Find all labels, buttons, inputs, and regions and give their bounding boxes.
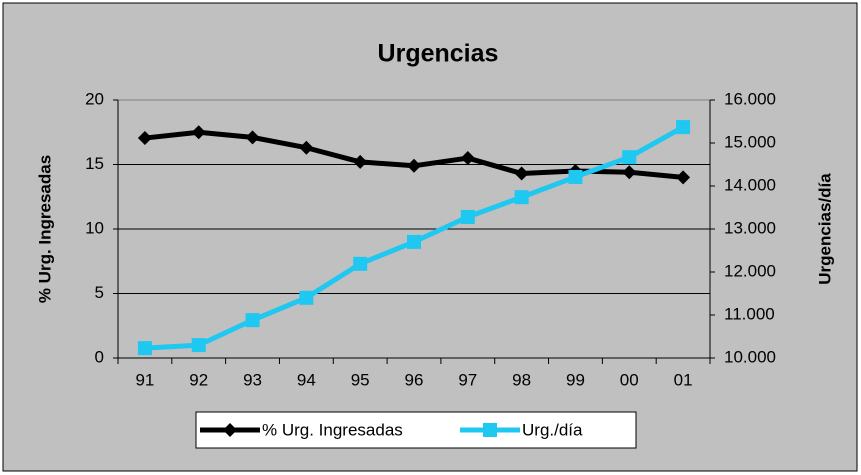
marker — [676, 170, 691, 185]
legend-label: Urg./día — [522, 420, 583, 439]
y2-tick-label: 11.000 — [724, 304, 775, 323]
marker — [245, 130, 260, 145]
marker — [622, 150, 637, 165]
x-tick-label: 92 — [189, 370, 208, 389]
marker — [407, 234, 421, 249]
chart-title: Urgencias — [378, 40, 499, 68]
y-tick-label: 15 — [85, 154, 104, 173]
marker — [137, 131, 152, 146]
marker — [191, 125, 206, 140]
marker — [299, 290, 314, 305]
y2-tick-label: 15.000 — [724, 132, 776, 151]
x-tick-label: 99 — [566, 370, 585, 389]
y-tick-label: 5 — [95, 283, 104, 302]
y-axis-label: % Urg. Ingresadas — [35, 155, 54, 303]
x-tick-label: 96 — [405, 370, 424, 389]
legend-label: % Urg. Ingresadas — [262, 420, 403, 439]
marker — [407, 158, 421, 173]
x-tick-label: 97 — [458, 370, 477, 389]
marker — [245, 313, 260, 328]
marker — [676, 120, 691, 135]
x-tick-label: 94 — [297, 370, 316, 389]
y2-tick-label: 14.000 — [724, 175, 776, 194]
legend — [195, 411, 637, 449]
marker — [460, 151, 475, 166]
x-tick-label: 95 — [351, 370, 370, 389]
y2-tick-label: 13.000 — [724, 218, 776, 237]
y-tick-label: 20 — [85, 89, 104, 108]
marker — [514, 166, 529, 181]
y-tick-label: 0 — [95, 347, 104, 366]
marker — [137, 341, 152, 356]
x-tick-label: 01 — [674, 370, 693, 389]
x-tick-label: 00 — [620, 370, 639, 389]
marker — [223, 423, 237, 437]
marker — [191, 338, 206, 353]
x-tick-label: 91 — [135, 370, 154, 389]
marker — [622, 165, 637, 180]
marker — [299, 140, 314, 155]
marker — [460, 209, 475, 224]
x-tick-label: 98 — [512, 370, 531, 389]
y2-tick-label: 10.000 — [724, 347, 776, 366]
marker — [568, 169, 583, 184]
marker — [353, 256, 368, 271]
marker — [353, 154, 368, 169]
y2-tick-label: 16.000 — [724, 89, 776, 108]
y2-axis-label: Urgencias/día — [815, 173, 834, 285]
y2-tick-label: 12.000 — [724, 261, 776, 280]
x-tick-label: 93 — [243, 370, 262, 389]
marker — [483, 423, 497, 437]
y-tick-label: 10 — [85, 218, 104, 237]
marker — [514, 190, 529, 205]
